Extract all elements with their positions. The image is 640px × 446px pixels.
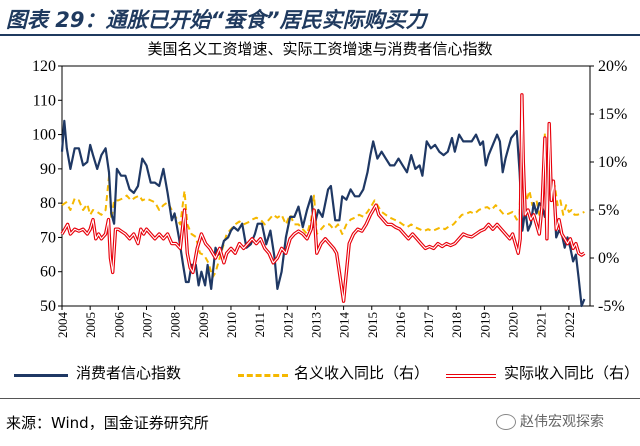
x-axis-tick-label: 2006 xyxy=(111,312,126,339)
x-axis-tick-label: 2019 xyxy=(477,312,492,338)
x-axis-tick-label: 2014 xyxy=(337,312,352,339)
legend-swatch-real xyxy=(446,374,496,380)
x-axis-tick-label: 2008 xyxy=(168,312,183,338)
right-axis-tick-label: 15% xyxy=(598,106,627,123)
right-axis-tick-label: 5% xyxy=(598,202,619,219)
left-axis-tick-label: 120 xyxy=(32,58,56,75)
left-axis-tick-label: 60 xyxy=(40,264,56,281)
right-axis-tick-label: 0% xyxy=(598,250,619,267)
x-axis-tick-label: 2017 xyxy=(421,312,436,339)
chart-legend: 消费者信心指数 名义收入同比（右） 实际收入同比（右） xyxy=(0,362,640,386)
x-axis-tick-label: 2022 xyxy=(562,312,577,338)
x-axis-tick-label: 2016 xyxy=(393,312,408,339)
left-axis-tick-label: 90 xyxy=(40,161,56,178)
legend-label-consumer: 消费者信心指数 xyxy=(76,364,182,382)
right-axis-tick-label: -5% xyxy=(598,298,625,315)
wechat-icon xyxy=(496,414,516,430)
right-axis-tick-label: 10% xyxy=(598,154,627,171)
series-line-consumer-sentiment xyxy=(60,119,586,308)
x-axis-tick-label: 2020 xyxy=(506,312,521,338)
footer-rule xyxy=(0,398,640,399)
left-axis-tick-label: 100 xyxy=(32,127,56,144)
plot-frame xyxy=(61,65,591,307)
header-rule xyxy=(0,34,640,36)
x-axis-tick-label: 2013 xyxy=(308,312,323,338)
series-line-real-income-inner xyxy=(61,94,585,302)
legend-swatch-consumer xyxy=(14,374,68,377)
x-axis-tick-label: 2004 xyxy=(55,312,70,339)
right-axis-tick-label: 20% xyxy=(598,58,627,75)
x-axis-tick-label: 2007 xyxy=(139,312,154,339)
x-axis-tick-label: 2011 xyxy=(252,312,267,338)
chart-title: 美国名义工资增速、实际工资增速与消费者信心指数 xyxy=(147,40,493,58)
left-axis-tick-label: 110 xyxy=(33,92,56,109)
legend-label-nominal: 名义收入同比（右） xyxy=(294,364,430,382)
x-axis-tick-label: 2009 xyxy=(196,312,211,338)
left-axis-tick-label: 50 xyxy=(40,298,56,315)
legend-label-real: 实际收入同比（右） xyxy=(504,364,640,382)
figure-header: 图表 29：通胀已开始“蚕食”居民实际购买力 xyxy=(0,0,640,36)
figure-title: 图表 29：通胀已开始“蚕食”居民实际购买力 xyxy=(6,8,427,32)
watermark-text: 赵伟宏观探索 xyxy=(520,414,604,430)
x-axis-tick-label: 2010 xyxy=(224,312,239,338)
x-axis-tick-label: 2018 xyxy=(449,312,464,338)
x-axis-tick-label: 2005 xyxy=(83,312,98,338)
left-axis-tick-label: 80 xyxy=(40,195,56,212)
x-axis-tick-label: 2012 xyxy=(280,312,295,338)
left-axis-tick-label: 70 xyxy=(40,229,56,246)
x-axis-tick-label: 2021 xyxy=(534,312,549,338)
series-line-nominal-income xyxy=(61,122,585,279)
source-note: 来源：Wind，国金证券研究所 xyxy=(6,414,209,432)
watermark: 赵伟宏观探索 xyxy=(496,411,604,431)
legend-swatch-nominal xyxy=(238,374,288,377)
x-axis-tick-label: 2015 xyxy=(365,312,380,338)
